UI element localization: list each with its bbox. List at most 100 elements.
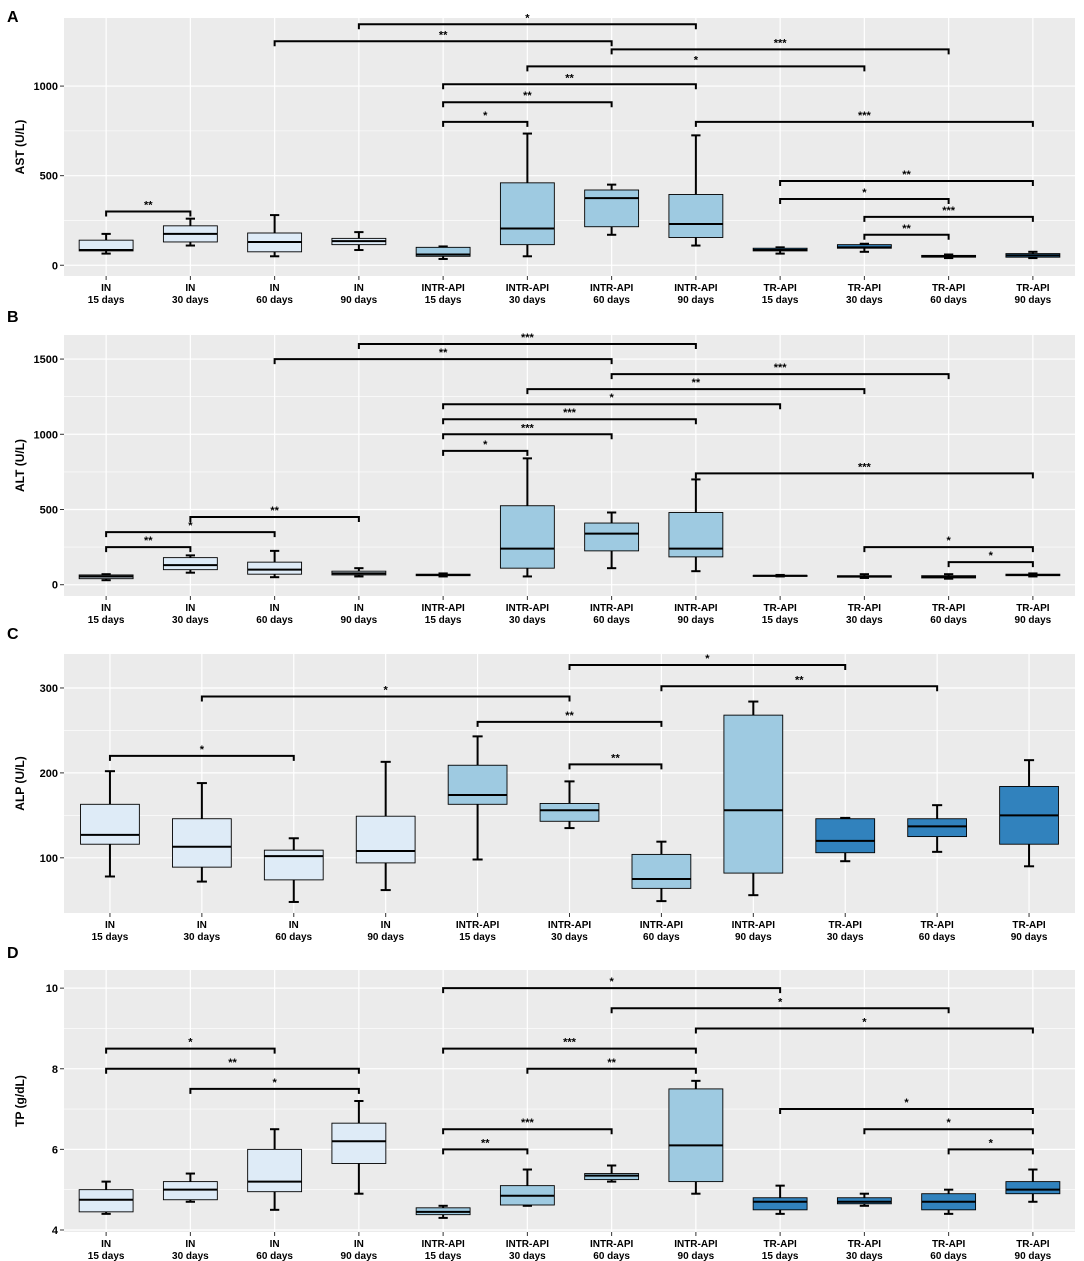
- panel-b-significance-bracket-10: ***: [442, 422, 613, 440]
- significance-label: *: [904, 1097, 909, 1109]
- panel-b-y-axis-title: ALT (U/L): [13, 439, 27, 492]
- panel-b-x-tick-label-time: 30 days: [509, 615, 546, 626]
- significance-label: *: [272, 1077, 277, 1089]
- bracket-line: [947, 1148, 1034, 1155]
- significance-label: **: [902, 169, 911, 181]
- bracket-line: [442, 987, 782, 994]
- panel-c-box-1: [80, 770, 140, 878]
- panel-c-letter: C: [7, 626, 19, 643]
- panel-b-box-6: [499, 457, 555, 578]
- box-body: [668, 194, 724, 238]
- panel-b-y-tick-label: 500: [40, 505, 58, 517]
- panel-a-y-tick-label: 1000: [34, 81, 58, 93]
- significance-label: **: [692, 377, 701, 389]
- bracket-line: [568, 664, 847, 671]
- bracket-line: [694, 120, 1034, 127]
- bracket-line: [273, 358, 613, 365]
- panel-b-x-tick-label-group: IN: [270, 603, 280, 614]
- panel-a-box-10: [836, 242, 892, 253]
- panel-b-x-tick-label-time: 15 days: [762, 615, 799, 626]
- panel-a-x-tick-label-group: INTR-API: [506, 283, 550, 294]
- panel-d-x-tick-label-group: INTR-API: [506, 1239, 550, 1250]
- significance-label: **: [228, 1057, 237, 1069]
- significance-label: ***: [521, 1117, 535, 1129]
- panel-b-x-tick-label-group: TR-API: [763, 603, 797, 614]
- panel-c-significance-bracket-5: **: [476, 710, 663, 727]
- panel-b-significance-bracket-7: **: [526, 377, 866, 395]
- panel-b-x-tick-label-group: TR-API: [932, 603, 966, 614]
- bracket-line: [442, 403, 782, 410]
- panel-b-box-1: [78, 573, 134, 582]
- significance-label: **: [565, 710, 574, 722]
- significance-label: **: [795, 674, 804, 686]
- panel-d-x-tick-label-time: 90 days: [341, 1251, 378, 1261]
- panel-a-box-7: [584, 183, 640, 236]
- panel-a-box-9: [752, 246, 808, 255]
- panel-d-box-8: [668, 1079, 724, 1195]
- box-body: [1005, 1181, 1061, 1195]
- significance-label: *: [483, 110, 488, 122]
- panel-a-significance-bracket-4: ***: [610, 37, 950, 55]
- panel-a-significance-bracket-7: **: [442, 90, 613, 108]
- bracket-line: [610, 48, 950, 55]
- panel-d-significance-bracket-11: *: [779, 1097, 1034, 1115]
- significance-label: *: [188, 520, 193, 532]
- panel-c-x-tick-label-time: 30 days: [184, 932, 221, 943]
- panel-b-x-tick-label-group: IN: [185, 603, 195, 614]
- panel-c-x-tick-label-group: IN: [105, 920, 115, 931]
- panel-a-significance-bracket-2: *: [357, 12, 697, 30]
- panel-c-significance-bracket-6: **: [568, 752, 663, 770]
- bracket-line: [105, 1067, 360, 1074]
- panel-c-box-9: [815, 816, 876, 863]
- bracket-line: [947, 561, 1034, 568]
- significance-label: *: [705, 653, 710, 665]
- bracket-line: [863, 1128, 1034, 1135]
- panel-c-significance-bracket-1: *: [108, 744, 295, 761]
- significance-label: ***: [521, 422, 535, 434]
- panel-c-box-4: [355, 760, 416, 892]
- box-body: [355, 815, 416, 864]
- panel-d-significance-bracket-3: *: [189, 1077, 360, 1094]
- panel-a-box-6: [499, 132, 555, 258]
- panel-d-x-tick-label-time: 60 days: [593, 1251, 630, 1261]
- panel-d-x-tick-label-group: IN: [185, 1239, 195, 1250]
- significance-label: **: [481, 1137, 490, 1149]
- panel-a-box-5: [415, 245, 471, 260]
- panel-c-box-6: [539, 780, 600, 830]
- bracket-line: [476, 720, 663, 727]
- panel-d-x-tick-label-time: 15 days: [88, 1251, 125, 1261]
- significance-label: **: [439, 347, 448, 359]
- panel-c-significance-bracket-3: *: [568, 653, 847, 671]
- significance-label: *: [525, 12, 530, 24]
- panel-d-background: [64, 970, 1075, 1232]
- panel-b-significance-bracket-2: *: [105, 520, 276, 538]
- panel-b-significance-bracket-1: **: [105, 535, 192, 553]
- panel-b-box-11: [921, 573, 977, 580]
- panel-d-x-tick-label-group: TR-API: [763, 1239, 797, 1250]
- bracket-line: [442, 1148, 529, 1155]
- panel-a-significance-bracket-5: *: [526, 54, 866, 72]
- panel-a-x-tick-label-time: 60 days: [930, 295, 967, 306]
- bracket-line: [273, 40, 613, 47]
- panel-b-significance-bracket-6: ***: [610, 362, 950, 380]
- panel-c-x-tick-label-time: 15 days: [459, 932, 496, 943]
- significance-label: *: [989, 1137, 994, 1149]
- significance-label: *: [946, 1117, 951, 1129]
- panel-d-x-tick-label-time: 30 days: [846, 1251, 883, 1261]
- panel-d-significance-bracket-5: *: [610, 996, 950, 1014]
- bracket-line: [442, 120, 529, 127]
- panel-c-x-tick-label-group: TR-API: [1012, 920, 1046, 931]
- significance-label: *: [694, 54, 699, 66]
- panel-b-x-tick-label-time: 60 days: [256, 615, 293, 626]
- bracket-line: [779, 197, 950, 204]
- panel-c-x-tick-label-group: TR-API: [920, 920, 954, 931]
- panel-a-box-12: [1005, 250, 1061, 260]
- panel-b-x-tick-label-time: 90 days: [1015, 615, 1052, 626]
- panel-d-box-6: [499, 1168, 555, 1207]
- panel-b-x-tick-label-time: 15 days: [88, 615, 125, 626]
- panel-a-x-tick-label-group: TR-API: [848, 283, 882, 294]
- panel-b-significance-bracket-13: *: [863, 535, 1034, 553]
- bracket-line: [779, 1108, 1034, 1115]
- significance-label: **: [144, 200, 153, 212]
